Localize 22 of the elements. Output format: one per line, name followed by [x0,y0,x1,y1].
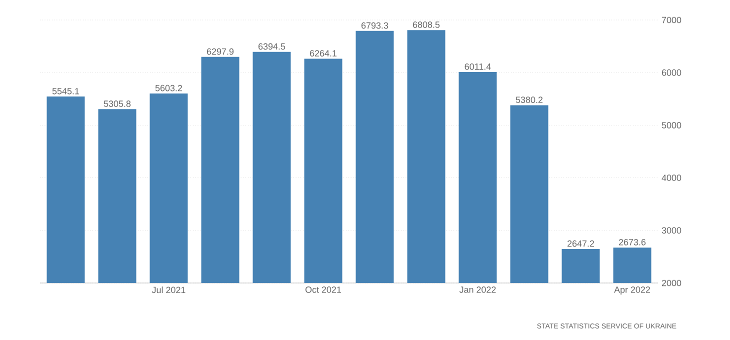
data-label: 6297.9 [206,48,234,55]
x-tick-label: Oct 2021 [305,286,341,293]
data-label: 5545.1 [52,88,80,94]
data-label: 6394.5 [258,43,286,50]
data-label: 2673.6 [619,239,646,246]
x-tick-label: Apr 2022 [614,286,650,295]
data-label: 5305.8 [104,100,131,107]
y-tick-label: 3000 [662,227,682,234]
y-tick-label: 4000 [662,174,682,181]
data-label: 6808.5 [412,22,440,28]
data-label: 6793.3 [361,22,388,29]
y-tick-label: 7000 [662,16,682,24]
y-tick-label: 2000 [662,280,682,286]
data-label: 6264.1 [310,50,337,57]
data-label: 6011.4 [464,63,491,70]
data-label: 2647.2 [567,240,594,247]
data-label: 5380.2 [516,96,543,104]
data-label: 5603.2 [155,84,182,92]
y-tick-label: 5000 [662,122,682,128]
y-tick-label: 6000 [662,69,682,76]
x-tick-label: Jan 2022 [459,286,496,293]
x-tick-label: Jul 2021 [152,286,186,294]
